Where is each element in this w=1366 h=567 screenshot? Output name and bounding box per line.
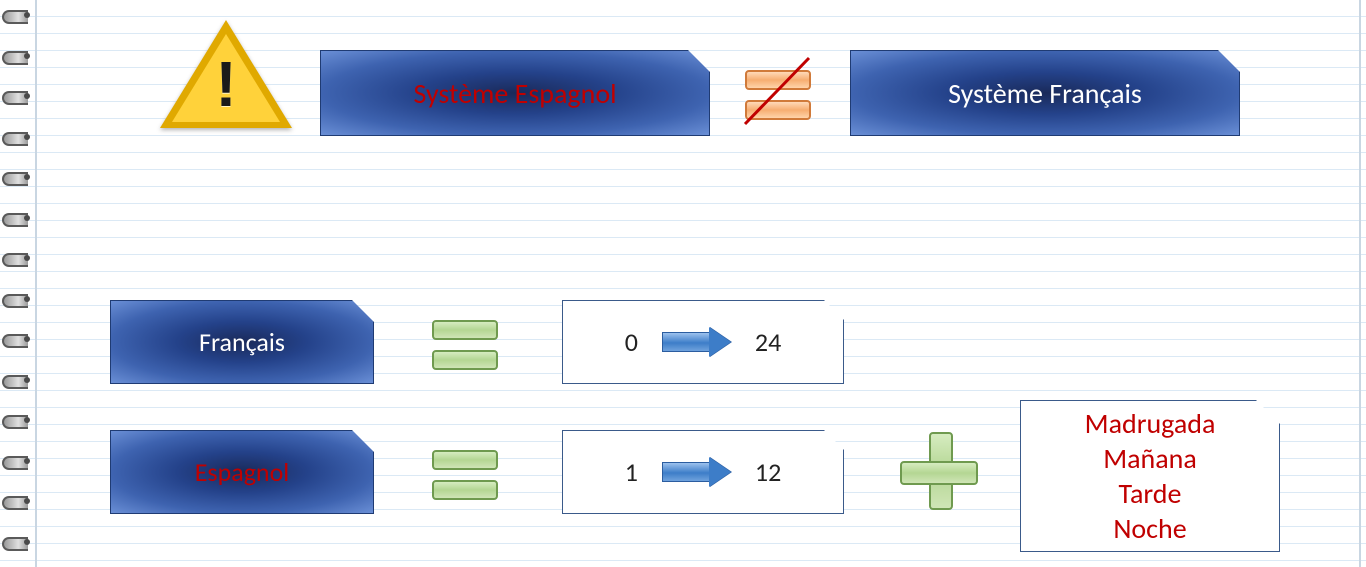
warning-icon: !	[160, 20, 292, 128]
period-item: Noche	[1113, 511, 1186, 546]
period-item: Madrugada	[1085, 406, 1216, 441]
strike-line-icon	[731, 52, 821, 132]
spiral-binding	[0, 0, 28, 567]
box-systeme-francais-label: Système Français	[948, 76, 1142, 111]
margin-rule-right	[1359, 0, 1361, 567]
range-to: 24	[755, 326, 781, 358]
notebook-page: ! Système Espagnol Système Français Fran…	[0, 0, 1366, 567]
margin-rule-left	[35, 0, 37, 567]
range-from: 1	[625, 456, 638, 488]
range-box-francais: 0 24	[562, 300, 844, 384]
box-francais-label: Français	[199, 326, 285, 358]
warning-glyph: !	[212, 52, 240, 116]
not-equals-icon	[745, 70, 811, 120]
box-espagnol-label: Espagnol	[195, 456, 290, 488]
box-systeme-espagnol-label: Système Espagnol	[413, 76, 616, 111]
arrow-icon	[662, 329, 731, 355]
arrow-icon	[662, 459, 731, 485]
plus-icon	[900, 432, 978, 510]
range-from: 0	[625, 326, 638, 358]
range-box-espagnol: 1 12	[562, 430, 844, 514]
box-systeme-francais: Système Français	[850, 50, 1240, 136]
box-espagnol: Espagnol	[110, 430, 374, 514]
equals-icon	[432, 320, 498, 370]
periods-box: Madrugada Mañana Tarde Noche	[1020, 400, 1280, 552]
box-systeme-espagnol: Système Espagnol	[320, 50, 710, 136]
box-francais: Français	[110, 300, 374, 384]
range-to: 12	[755, 456, 781, 488]
equals-icon	[432, 450, 498, 500]
period-item: Mañana	[1103, 441, 1197, 476]
period-item: Tarde	[1119, 476, 1182, 511]
